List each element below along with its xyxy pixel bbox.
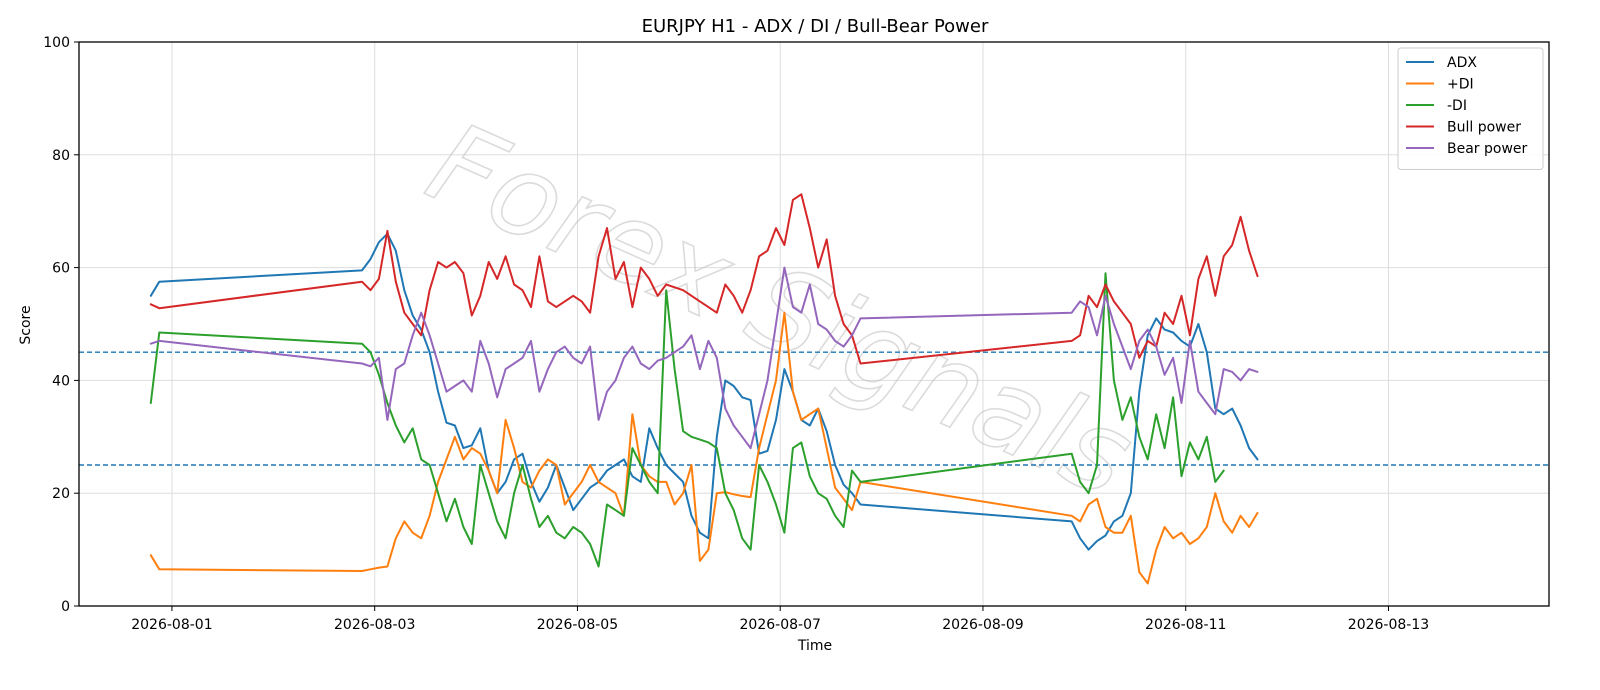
x-tick-label: 2026-08-05 — [537, 617, 618, 633]
series-line-bear-power — [149, 266, 1259, 450]
y-tick-label: 80 — [52, 148, 70, 164]
x-axis-label: Time — [797, 638, 832, 654]
legend-box — [1397, 47, 1544, 170]
x-tick-label: 2026-08-11 — [1145, 617, 1226, 633]
series-line-bull-power — [149, 193, 1259, 365]
legend-label: -DI — [1447, 98, 1467, 114]
legend-label: +DI — [1447, 77, 1474, 93]
y-tick-label: 60 — [52, 261, 70, 277]
x-tick-label: 2026-08-09 — [942, 617, 1023, 633]
series-line-adx — [149, 232, 1259, 551]
y-tick-label: 40 — [52, 373, 70, 389]
x-tick-label: 2026-08-01 — [131, 617, 212, 633]
x-tick-label: 2026-08-03 — [334, 617, 415, 633]
y-tick-label: 20 — [52, 486, 70, 502]
x-tick-label: 2026-08-13 — [1348, 617, 1429, 633]
series-line-di — [149, 311, 1259, 585]
y-axis-label: Score — [18, 305, 34, 344]
series-line-di — [149, 272, 1225, 568]
y-tick-label: 0 — [61, 599, 70, 615]
x-tick-label: 2026-08-07 — [740, 617, 821, 633]
y-tick-label: 100 — [43, 35, 70, 51]
legend-label: Bull power — [1447, 120, 1521, 136]
plot-frame — [78, 41, 1550, 607]
legend: ADX +DI -DI Bull power Bear power — [1397, 47, 1544, 170]
legend-label: ADX — [1447, 55, 1477, 71]
chart-title: EURJPY H1 - ADX / DI / Bull-Bear Power — [642, 16, 989, 37]
legend-label: Bear power — [1447, 141, 1528, 157]
